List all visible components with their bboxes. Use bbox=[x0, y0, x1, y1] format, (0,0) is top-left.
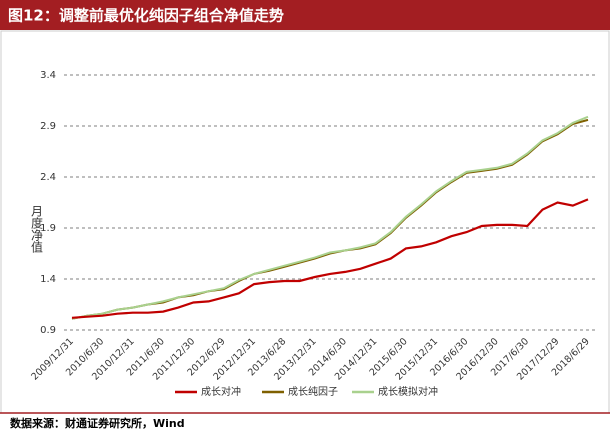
y-tick-label: 0.9 bbox=[40, 325, 56, 336]
series-line bbox=[71, 198, 589, 319]
y-tick-label: 1.4 bbox=[40, 274, 56, 285]
series-line bbox=[71, 118, 589, 320]
title-bar bbox=[0, 0, 610, 30]
legend-label: 成长对冲 bbox=[201, 385, 241, 398]
y-tick-label: 2.4 bbox=[40, 172, 56, 183]
series-line bbox=[71, 115, 589, 320]
chart-title: 图12：调整前最优化纯因子组合净值走势 bbox=[8, 7, 284, 25]
y-tick-label: 2.9 bbox=[40, 121, 56, 132]
y-tick-label: 3.4 bbox=[40, 70, 56, 81]
legend-label: 成长模拟对冲 bbox=[378, 385, 438, 398]
y-tick-label: 1.9 bbox=[40, 223, 56, 234]
legend-label: 成长纯因子 bbox=[288, 385, 338, 398]
source: 数据来源：财通证券研究所，Wind bbox=[10, 416, 185, 430]
y-axis-label: 月度净值 bbox=[30, 205, 44, 254]
